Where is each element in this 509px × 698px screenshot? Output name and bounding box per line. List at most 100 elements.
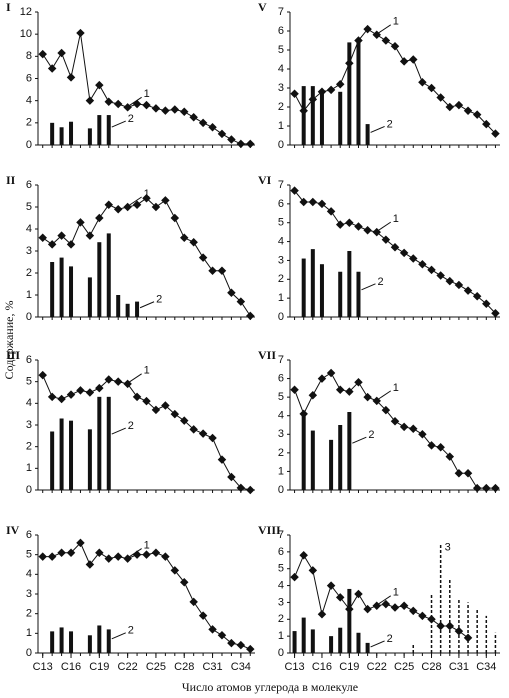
bar xyxy=(356,40,361,145)
point xyxy=(326,368,336,378)
point xyxy=(335,593,345,602)
leader xyxy=(370,126,385,133)
point xyxy=(151,104,161,113)
series-label: 2 xyxy=(368,429,374,441)
y-tick-label: 0 xyxy=(26,484,32,496)
point xyxy=(85,231,95,240)
bar xyxy=(310,430,315,490)
point xyxy=(418,611,427,621)
point xyxy=(142,396,151,406)
point xyxy=(57,231,66,240)
point xyxy=(198,611,208,620)
bar xyxy=(97,396,102,490)
point xyxy=(217,129,227,139)
x-tick-label: C28 xyxy=(174,661,194,673)
x-tick-label: C19 xyxy=(89,661,109,673)
leader xyxy=(352,436,367,444)
point xyxy=(132,392,142,402)
y-tick-label: 0 xyxy=(26,647,32,659)
x-axis-label: Число атомов углерода в молекуле xyxy=(182,680,358,694)
x-tick-label: C34 xyxy=(476,661,496,673)
point xyxy=(317,199,327,209)
point xyxy=(76,386,85,395)
point xyxy=(326,85,336,95)
point xyxy=(76,218,85,227)
bar xyxy=(106,396,111,490)
leader xyxy=(139,301,155,309)
point xyxy=(142,193,151,203)
point xyxy=(57,48,66,58)
point xyxy=(354,378,363,387)
series-label: 1 xyxy=(144,365,150,377)
point xyxy=(189,113,198,122)
series-label: 2 xyxy=(387,118,393,130)
y-tick-label: 6 xyxy=(26,179,32,191)
point xyxy=(95,80,104,90)
panel-title: VIII xyxy=(258,523,281,537)
bar xyxy=(319,89,324,145)
point xyxy=(335,79,345,89)
point xyxy=(47,64,57,73)
panel-title: III xyxy=(6,348,20,362)
point xyxy=(363,24,372,34)
x-tick-label: C13 xyxy=(284,661,304,673)
point xyxy=(482,119,491,129)
bar xyxy=(69,631,74,653)
point xyxy=(179,107,189,116)
point xyxy=(179,416,189,425)
y-tick-label: 4 xyxy=(26,95,32,107)
x-tick-label: C25 xyxy=(394,661,414,673)
y-tick-label: 1 xyxy=(26,462,32,474)
point xyxy=(463,469,473,478)
point xyxy=(179,233,189,243)
point xyxy=(381,235,391,244)
point xyxy=(113,377,123,386)
point xyxy=(390,41,400,51)
x-tick-label: C19 xyxy=(339,661,359,673)
point xyxy=(66,390,76,399)
bar xyxy=(97,115,102,145)
x-tick-label: C16 xyxy=(312,661,332,673)
leader xyxy=(378,24,392,34)
point xyxy=(454,100,464,110)
y-tick-label: 3 xyxy=(278,428,284,440)
y-tick-label: 4 xyxy=(278,579,284,591)
panel-title: VI xyxy=(258,173,272,187)
x-tick-label: C34 xyxy=(231,661,251,673)
point xyxy=(418,78,427,87)
point xyxy=(454,280,464,290)
bar xyxy=(87,429,92,490)
point xyxy=(38,49,47,59)
y-tick-label: 12 xyxy=(20,6,32,18)
leader xyxy=(378,390,392,400)
y-tick-label: 2 xyxy=(26,117,32,129)
y-tick-label: 4 xyxy=(278,410,284,422)
y-tick-label: 0 xyxy=(278,311,284,323)
point xyxy=(454,469,464,478)
bar xyxy=(310,249,315,317)
point xyxy=(363,226,372,235)
y-tick-label: 2 xyxy=(26,267,32,279)
y-tick-label: 4 xyxy=(26,568,32,580)
point xyxy=(399,422,409,432)
y-tick-label: 5 xyxy=(26,549,32,561)
point xyxy=(189,237,198,247)
point xyxy=(354,589,363,599)
bar xyxy=(50,262,55,317)
point xyxy=(381,599,391,609)
point xyxy=(326,207,336,216)
bar xyxy=(69,121,74,145)
y-tick-label: 3 xyxy=(26,245,32,257)
point xyxy=(436,93,445,102)
y-axis-label: Содержание, % xyxy=(2,301,16,380)
y-tick-label: 6 xyxy=(26,354,32,366)
y-tick-label: 2 xyxy=(26,608,32,620)
y-tick-label: 0 xyxy=(278,484,284,496)
x-tick-label: C13 xyxy=(33,661,53,673)
point xyxy=(189,425,198,434)
point xyxy=(113,552,123,561)
point xyxy=(170,213,180,223)
y-tick-label: 5 xyxy=(278,563,284,575)
y-tick-label: 2 xyxy=(278,101,284,113)
bar xyxy=(50,122,55,145)
